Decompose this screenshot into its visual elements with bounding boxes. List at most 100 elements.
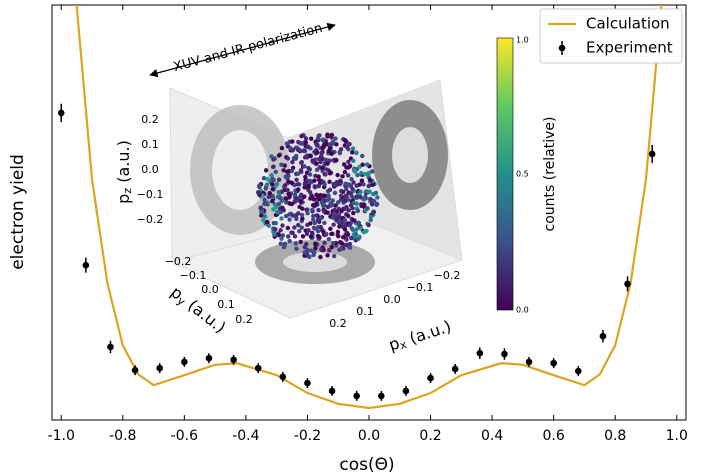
py-tick-label: −0.1 xyxy=(180,269,207,282)
sphere-dot xyxy=(290,139,295,144)
sphere-dot xyxy=(333,214,339,219)
sphere-dot xyxy=(302,164,307,169)
sphere-dot xyxy=(354,183,359,188)
pz-tick-label: 0.1 xyxy=(141,138,159,151)
sphere-dot xyxy=(300,206,305,211)
sphere-dot xyxy=(325,132,330,137)
sphere-dot xyxy=(282,243,287,249)
sphere-dot xyxy=(262,214,268,219)
sphere-dot xyxy=(311,197,317,202)
px-tick-label: −0.2 xyxy=(434,269,461,282)
sphere-dot xyxy=(351,210,356,216)
sphere-dot xyxy=(303,140,309,145)
sphere-dot xyxy=(299,225,304,230)
sphere-dot xyxy=(331,222,336,227)
px-tick-label: 0.2 xyxy=(329,317,347,330)
sphere-dot xyxy=(255,190,261,195)
sphere-dot xyxy=(308,221,313,226)
sphere-dot xyxy=(366,222,371,228)
legend-swatch xyxy=(558,44,566,52)
sphere-dot xyxy=(343,193,349,198)
sphere-dot xyxy=(302,185,307,190)
sphere-dot xyxy=(304,207,309,212)
data-point xyxy=(378,392,385,400)
sphere-dot xyxy=(313,246,318,251)
sphere-dot xyxy=(325,253,330,258)
sphere-dot xyxy=(315,150,320,155)
data-point xyxy=(599,332,607,340)
sphere-dot xyxy=(330,198,335,203)
sphere-dot xyxy=(320,166,325,171)
sphere-dot xyxy=(369,202,375,207)
sphere-dot xyxy=(341,235,346,240)
x-tick-label: 1.0 xyxy=(666,428,688,444)
sphere-dot xyxy=(365,206,370,211)
sphere-dot xyxy=(280,223,285,228)
sphere-dot xyxy=(299,160,305,165)
sphere-dot xyxy=(300,216,305,221)
sphere-dot xyxy=(330,241,336,246)
sphere-dot xyxy=(295,181,301,187)
sphere-dot xyxy=(325,197,330,203)
sphere-dot xyxy=(346,197,351,202)
sphere-dot xyxy=(305,144,310,150)
data-point xyxy=(156,364,164,372)
sphere-dot xyxy=(329,231,334,237)
sphere-dot xyxy=(300,234,306,239)
x-axis-label: cos(Θ) xyxy=(339,455,394,475)
sphere-dot xyxy=(278,228,283,233)
sphere-dot xyxy=(269,173,274,178)
sphere-dot xyxy=(366,183,371,189)
data-point xyxy=(525,358,533,366)
sphere-dot xyxy=(318,247,324,252)
sphere-dot xyxy=(270,186,275,192)
sphere-dot xyxy=(282,163,287,168)
sphere-dot xyxy=(375,195,380,200)
sphere-dot xyxy=(338,246,343,252)
sphere-dot xyxy=(347,163,353,169)
sphere-dot xyxy=(319,150,325,155)
sphere-dot xyxy=(279,216,284,221)
sphere-dot xyxy=(276,177,282,182)
sphere-dot xyxy=(316,174,321,179)
sphere-dot xyxy=(281,168,286,173)
sphere-dot xyxy=(274,210,280,215)
sphere-dot xyxy=(347,245,353,250)
sphere-dot xyxy=(316,133,321,139)
sphere-dot xyxy=(325,204,331,210)
sphere-dot xyxy=(266,194,271,200)
colorbar-label: counts (relative) xyxy=(542,117,558,232)
sphere-dot xyxy=(283,213,289,219)
pz-sub: z xyxy=(121,188,134,194)
sphere-dot xyxy=(272,232,277,237)
sphere-dot xyxy=(336,234,341,239)
sphere-dot xyxy=(279,145,285,151)
sphere-dot xyxy=(270,182,275,187)
pz-unit: (a.u.) xyxy=(114,140,133,188)
sphere-dot xyxy=(306,165,311,171)
sphere-dot xyxy=(355,172,360,178)
data-point xyxy=(501,350,508,358)
sphere-dot xyxy=(365,172,371,178)
sphere-dot xyxy=(368,217,373,223)
data-point xyxy=(181,358,188,366)
sphere-dot xyxy=(314,161,319,166)
sphere-dot xyxy=(358,189,363,194)
pz-tick-label: −0.2 xyxy=(137,213,164,226)
sphere-dot xyxy=(350,150,355,155)
x-tick-label: 0.8 xyxy=(604,428,626,444)
sphere-dot xyxy=(271,177,276,183)
sphere-dot xyxy=(349,177,354,182)
data-point xyxy=(402,387,410,395)
legend-label: Experiment xyxy=(586,39,673,57)
sphere-dot xyxy=(276,153,282,158)
sphere-dot xyxy=(282,184,287,190)
sphere-dot xyxy=(342,138,348,143)
sphere-dot xyxy=(333,136,338,141)
sphere-dot xyxy=(316,183,322,189)
data-point xyxy=(131,366,139,374)
sphere-dot xyxy=(271,157,276,162)
sphere-dot xyxy=(278,196,283,201)
sphere-dot xyxy=(359,178,365,183)
sphere-dot xyxy=(327,187,333,192)
